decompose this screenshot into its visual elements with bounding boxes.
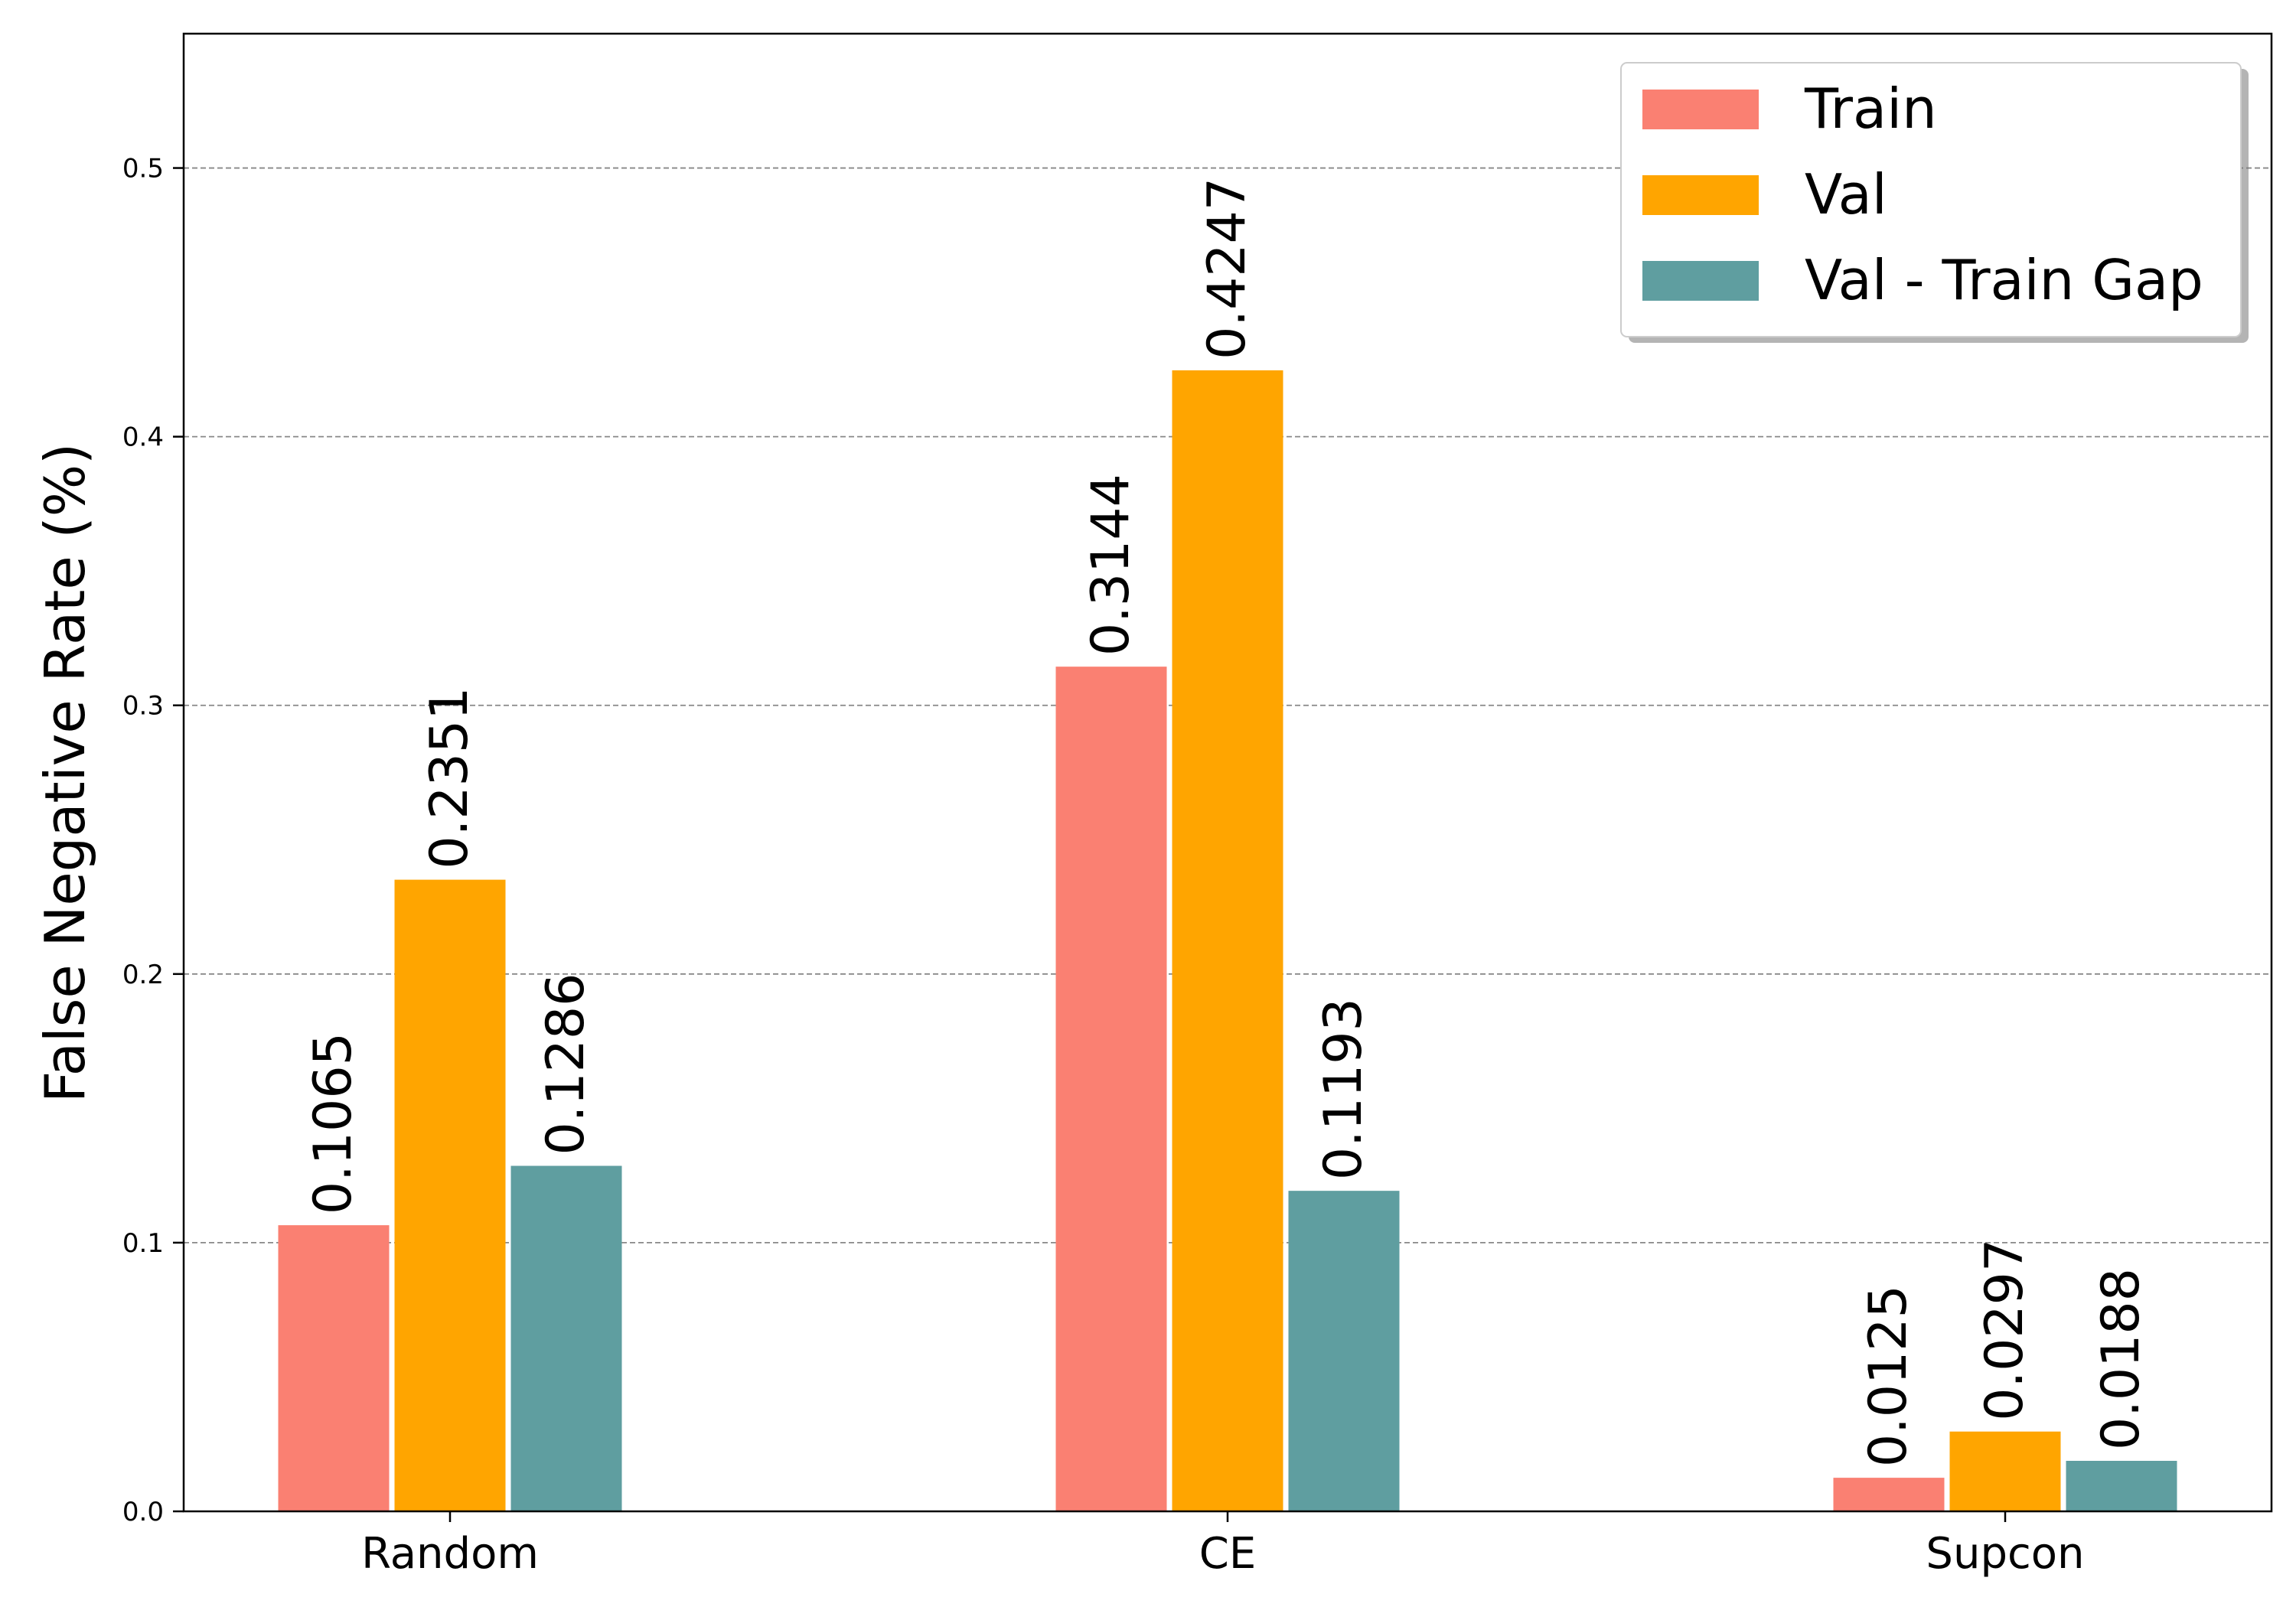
- bars: [278, 370, 2177, 1512]
- bar: [1172, 370, 1283, 1512]
- legend-swatch: [1642, 90, 1759, 129]
- bar-value-label: 0.1286: [536, 973, 596, 1156]
- x-tick-label: Random: [361, 1529, 539, 1579]
- x-axis-ticks: Random CE Supcon: [361, 1511, 2085, 1579]
- bar: [1949, 1431, 2061, 1511]
- y-tick-label: 0.2: [122, 960, 164, 990]
- legend-box: [1620, 62, 2242, 337]
- x-tick-label: Supcon: [1926, 1529, 2084, 1579]
- legend: Train Val Val - Train Gap: [1620, 62, 2249, 343]
- legend-swatch: [1642, 175, 1759, 215]
- bar: [278, 1225, 390, 1511]
- legend-label: Val: [1805, 162, 1887, 227]
- y-tick-label: 0.5: [122, 154, 164, 184]
- bar: [394, 879, 506, 1511]
- y-axis-ticks: 0.0 0.1 0.2 0.3 0.4 0.5: [122, 154, 184, 1527]
- y-tick-label: 0.3: [122, 691, 164, 722]
- bar-value-label: 0.0125: [1858, 1285, 1919, 1467]
- bar: [1833, 1478, 1945, 1511]
- legend-swatch: [1642, 261, 1759, 301]
- bar-value-label: 0.4247: [1197, 178, 1257, 360]
- y-tick-label: 0.0: [122, 1497, 164, 1527]
- y-tick-label: 0.1: [122, 1228, 164, 1259]
- bar: [510, 1165, 622, 1511]
- y-axis-title: False Negative Rate (%): [33, 443, 97, 1103]
- bar-value-label: 0.2351: [419, 687, 480, 869]
- bar-value-label: 0.1065: [303, 1032, 364, 1214]
- y-tick-label: 0.4: [122, 422, 164, 453]
- legend-label: Train: [1804, 77, 1937, 141]
- bar-value-label: 0.0188: [2091, 1268, 2151, 1450]
- bar-value-label: 0.0297: [1975, 1239, 2035, 1421]
- bar: [1055, 667, 1167, 1511]
- x-tick-label: CE: [1199, 1529, 1256, 1579]
- bar-value-label: 0.1193: [1313, 998, 1374, 1180]
- bar: [1288, 1191, 1400, 1511]
- bar-value-labels: 0.1065 0.3144 0.0125 0.2351 0.4247 0.0297 0.12…: [303, 178, 2151, 1467]
- bar: [2066, 1460, 2177, 1511]
- bar-value-label: 0.3144: [1081, 474, 1141, 656]
- legend-label: Val - Train Gap: [1805, 248, 2203, 312]
